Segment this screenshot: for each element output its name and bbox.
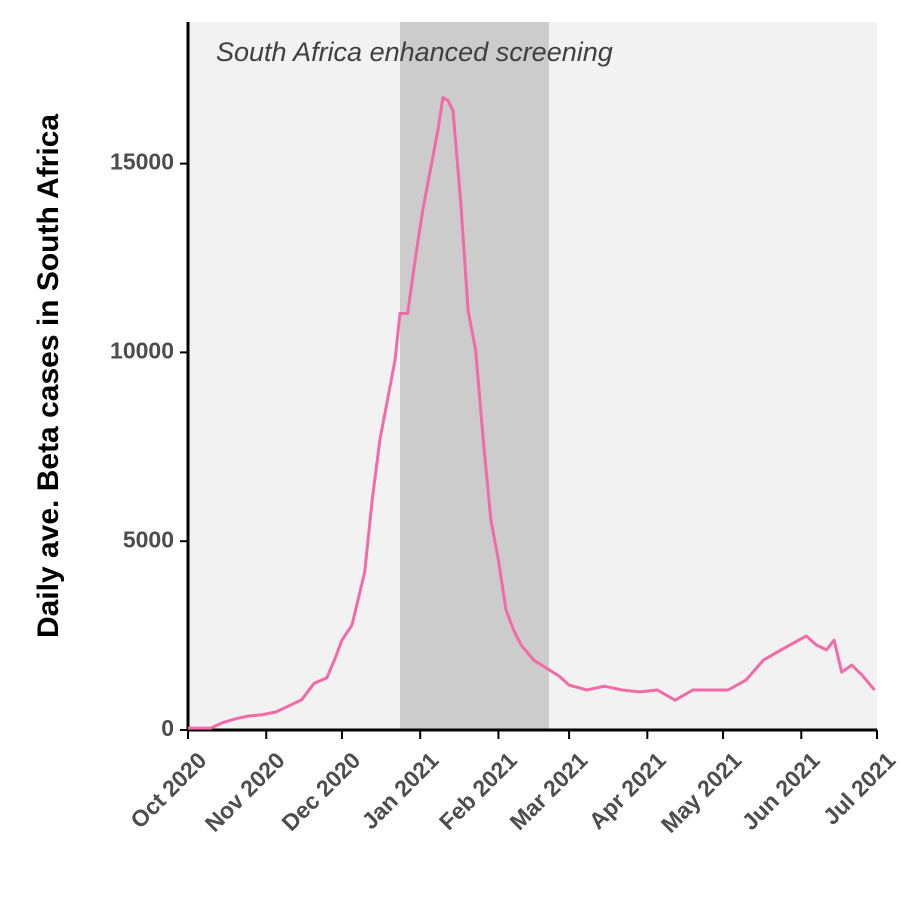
y-axis-label: Daily ave. Beta cases in South Africa	[32, 114, 65, 638]
x-tick-label: Oct 2020	[125, 747, 211, 833]
x-tick-label: Jun 2021	[737, 747, 825, 835]
x-tick-label: Jul 2021	[818, 747, 900, 830]
series-line	[188, 96, 876, 730]
x-tick-label: Dec 2020	[276, 747, 365, 836]
highlight-band	[400, 22, 549, 730]
x-tick-label: Mar 2021	[504, 747, 592, 835]
y-tick-label: 10000	[110, 337, 174, 363]
y-tick-label: 5000	[123, 526, 174, 552]
y-tick-label: 15000	[110, 149, 174, 175]
y-tick-label: 0	[161, 715, 174, 741]
x-tick-label: Nov 2020	[200, 747, 290, 837]
x-tick-label: Jan 2021	[356, 747, 443, 834]
x-tick-label: May 2021	[656, 747, 747, 838]
annotation: South Africa enhanced screening	[216, 37, 613, 67]
